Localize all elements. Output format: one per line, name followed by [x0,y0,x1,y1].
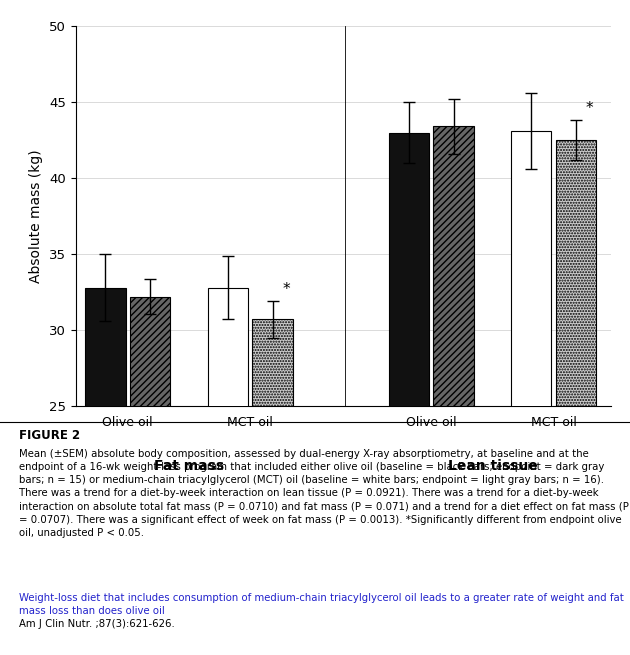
Text: Mean (±SEM) absolute body composition, assessed by dual-energy X-ray absorptiome: Mean (±SEM) absolute body composition, a… [19,449,629,538]
Bar [208,288,248,655]
Text: *: * [283,282,290,297]
Bar [253,320,293,655]
Bar [85,288,125,655]
Bar [389,132,429,655]
Bar [511,131,551,655]
Text: Lean tissue: Lean tissue [447,459,537,474]
Bar [556,140,596,655]
Text: Weight-loss diet that includes consumption of medium-chain triacylglycerol oil l: Weight-loss diet that includes consumpti… [19,593,624,616]
Bar [130,297,170,655]
Bar [433,126,474,655]
Text: FIGURE 2: FIGURE 2 [19,429,80,442]
Y-axis label: Absolute mass (kg): Absolute mass (kg) [30,149,43,283]
Text: Fat mass: Fat mass [154,459,224,474]
Text: *: * [586,101,593,116]
Text: Am J Clin Nutr. ;87(3):621-626.: Am J Clin Nutr. ;87(3):621-626. [19,619,175,629]
